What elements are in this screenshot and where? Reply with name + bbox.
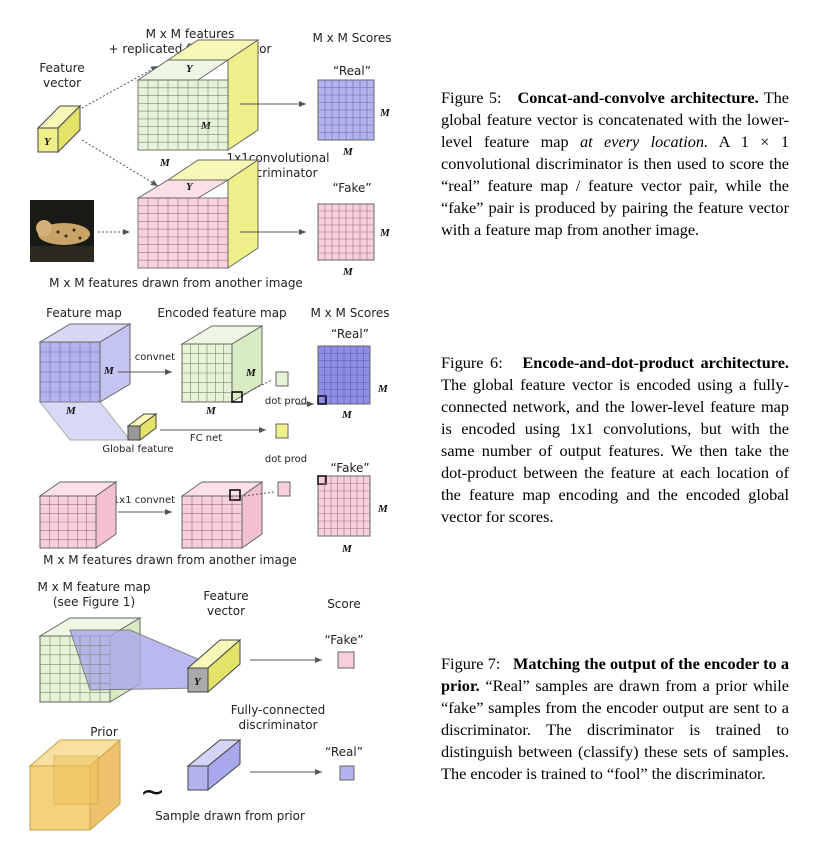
fig5-another-label: M x M features drawn from another image xyxy=(49,276,303,290)
fig5-text1: The global feature vector is concatenate… xyxy=(441,88,789,151)
fig5-number: Figure 5: xyxy=(441,88,502,107)
fig7-text: “Real” samples are drawn from a prior wh… xyxy=(441,676,789,783)
grid-lines xyxy=(40,636,110,702)
fig5-bottom-y: Y xyxy=(186,181,194,193)
fig6-convnet-bottom-label: 1x1 convnet xyxy=(113,495,175,506)
prior-cube xyxy=(28,738,122,832)
fig7-fake-score xyxy=(337,651,355,669)
fig5-vector-y: Y xyxy=(44,136,52,148)
grid-lines xyxy=(318,204,374,260)
fig6-pink-cube-left xyxy=(38,481,118,549)
fig6-green-m-side: M xyxy=(245,367,257,379)
fig5-fake-m-side: M xyxy=(379,227,391,239)
fig6-feature-map-label: Feature map xyxy=(46,306,122,320)
fig7-vector-y: Y xyxy=(194,676,202,688)
fig5-top-m-bottom: M xyxy=(159,157,171,169)
figure-5-caption: Figure 5: Concat-and-convolve architectu… xyxy=(441,87,789,241)
fig6-encoded-cube: M M xyxy=(180,325,264,417)
fig6-encoded-vector-real xyxy=(275,371,289,387)
grid-lines xyxy=(318,80,374,140)
figure-7-diagram: M x M feature map (see Figure 1) Feature v… xyxy=(28,580,364,832)
fig6-dot-prod-top: dot prod xyxy=(265,396,307,407)
figure-5-diagram: Feature vector M x M features + replicated… xyxy=(30,27,392,290)
grid-lines xyxy=(138,198,228,268)
fig5-real-m-side: M xyxy=(379,107,391,119)
fig7-sample-label: Sample drawn from prior xyxy=(155,809,305,823)
fig7-feature-vector-bar: Y xyxy=(186,638,242,694)
figure-6-diagram: Feature map Encoded feature map M x M Sc… xyxy=(38,306,390,567)
grid-lines xyxy=(318,476,370,536)
fig5-top-m-side: M xyxy=(200,120,212,132)
fig6-global-feature-bar xyxy=(126,413,158,441)
figure-6-caption: Figure 6: Encode-and-dot-product archite… xyxy=(441,352,789,528)
fig5-fake-cube: Y xyxy=(136,159,260,269)
fig5-fake-label: “Fake” xyxy=(332,181,371,195)
fig6-scores-label: M x M Scores xyxy=(310,306,389,320)
fig6-title: Encode-and-dot-product architecture. xyxy=(522,353,789,372)
fig6-blue-m-side: M xyxy=(103,365,115,377)
fig5-text2: A 1 × 1 convolutional discriminator is t… xyxy=(441,132,790,239)
fig6-green-m-bottom: M xyxy=(205,405,217,417)
fig7-real-label: “Real” xyxy=(325,745,363,759)
fig5-scores-label: M x M Scores xyxy=(312,31,391,45)
grid-lines xyxy=(40,496,96,548)
fig7-sample-bar xyxy=(186,738,242,792)
fig5-top-y: Y xyxy=(186,63,194,75)
fig7-real-score xyxy=(339,765,355,781)
fig7-prior-label: Prior xyxy=(90,725,118,739)
fig6-encoded-vector-fake xyxy=(277,481,291,497)
leopard-photo xyxy=(30,200,94,262)
fig6-real-m-side: M xyxy=(377,383,389,395)
fig6-blue-m-bottom: M xyxy=(65,405,77,417)
grid-lines xyxy=(138,80,228,150)
tilde-symbol: ~ xyxy=(140,775,165,810)
figure-7-caption: Figure 7: Matching the output of the enc… xyxy=(441,653,789,785)
fig7-fake-label: “Fake” xyxy=(324,633,363,647)
fig6-number: Figure 6: xyxy=(441,353,503,372)
fig6-dot-prod-bottom: dot prod xyxy=(265,454,307,465)
fig7-fc-disc-label: Fully-connected discriminator xyxy=(231,703,326,732)
fig6-global-feature-label: Global feature xyxy=(102,444,173,455)
fig5-feature-vector-label: Feature vector xyxy=(39,61,84,90)
grid-lines xyxy=(318,346,370,404)
fig6-encoded-label: Encoded feature map xyxy=(157,306,286,320)
fig7-mm-map-label: M x M feature map (see Figure 1) xyxy=(37,580,150,609)
fig6-convnet-top-label: 1x1 convnet xyxy=(113,352,175,363)
fig5-real-cube: Y M M xyxy=(136,39,260,169)
fig5-fake-m-bottom: M xyxy=(342,266,354,278)
fig6-real-m-bottom: M xyxy=(341,409,353,421)
fig7-score-label: Score xyxy=(327,597,361,611)
fig7-number: Figure 7: xyxy=(441,654,501,673)
fig7-feature-vector-label: Feature vector xyxy=(203,589,248,618)
fig5-feature-vector-bar: Y xyxy=(36,104,82,154)
fig6-fc-net-label: FC net xyxy=(190,433,222,444)
fig5-title: Concat-and-convolve architecture. xyxy=(517,88,759,107)
grid-lines xyxy=(40,342,100,402)
fig7-title: Matching the output of the encoder to a … xyxy=(441,654,789,695)
grid-lines xyxy=(182,344,232,402)
fig6-fake-label: “Fake” xyxy=(330,461,369,475)
fig5-italic: at every location. xyxy=(579,132,709,151)
fig6-real-label: “Real” xyxy=(331,327,369,341)
fig6-fake-m-side: M xyxy=(377,503,389,515)
fig6-encoded-global xyxy=(275,423,289,439)
grid-lines xyxy=(182,496,242,548)
fig6-another-label: M x M features drawn from another image xyxy=(43,553,297,567)
fig5-real-m-bottom: M xyxy=(342,146,354,158)
fig6-text: The global feature vector is encoded usi… xyxy=(441,375,789,526)
fig6-fake-m-bottom: M xyxy=(341,543,353,555)
fig5-real-label: “Real” xyxy=(333,64,371,78)
fig7-feature-map-cube xyxy=(38,617,201,703)
